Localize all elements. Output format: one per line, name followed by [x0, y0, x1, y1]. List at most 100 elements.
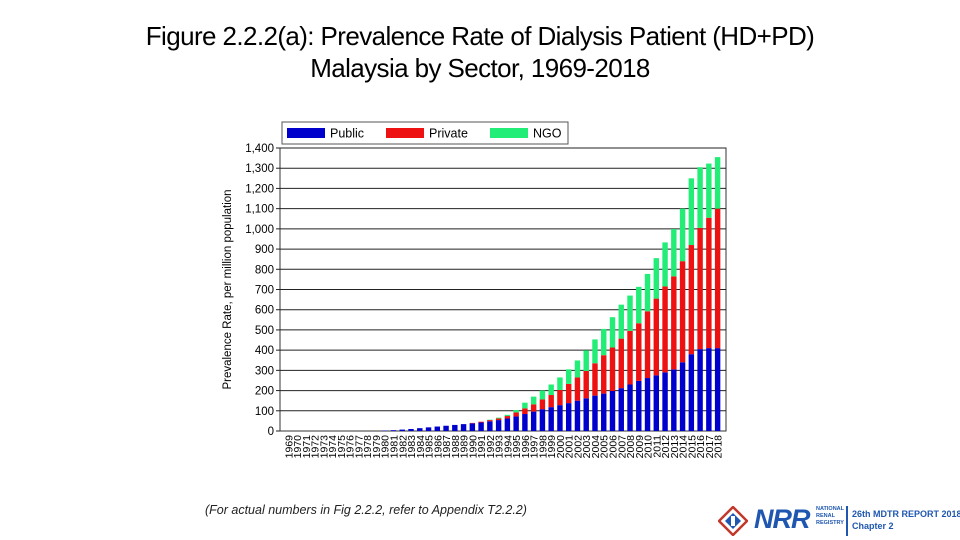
bar-ngo-2015: [688, 178, 695, 246]
x-tick-label: 2013: [669, 435, 681, 459]
report-chapter: Chapter 2: [852, 521, 894, 531]
bar-public-2012: [662, 372, 668, 431]
x-tick-label: 2002: [572, 435, 584, 459]
bar-public-1984: [417, 428, 423, 431]
bar-private-2008: [627, 330, 633, 385]
y-tick-label: 1,400: [245, 143, 274, 155]
bar-ngo-2011: [653, 258, 660, 299]
bar-private-1993: [495, 418, 502, 421]
x-tick-label: 2001: [564, 435, 576, 459]
x-tick-label: 1976: [345, 435, 357, 459]
bar-private-2006: [609, 347, 616, 391]
bar-ngo-2017: [706, 163, 712, 218]
bar-public-2013: [671, 369, 677, 431]
x-tick-label: 1991: [476, 435, 488, 459]
bar-public-1995: [513, 416, 519, 431]
x-tick-label: 1972: [310, 435, 322, 459]
bar-public-2018: [714, 348, 721, 431]
y-tick-label: 0: [268, 426, 274, 438]
x-tick-label: 1982: [397, 435, 409, 459]
y-tick-label: 300: [255, 365, 274, 377]
bar-private-2000: [557, 389, 563, 406]
x-tick-label: 1997: [529, 435, 541, 459]
bar-private-2003: [583, 370, 589, 399]
bar-ngo-2006: [609, 317, 616, 348]
bar-ngo-2001: [565, 369, 572, 384]
bar-public-2014: [679, 362, 686, 431]
bar-public-1982: [399, 429, 405, 431]
bar-public-1988: [452, 424, 458, 431]
logo-divider: [846, 506, 848, 536]
x-tick-label: 2010: [643, 435, 655, 459]
bar-ngo-2016: [697, 167, 703, 228]
bar-private-2001: [565, 383, 572, 404]
bar-public-2003: [583, 398, 589, 431]
y-tick-label: 600: [255, 305, 274, 317]
bar-public-2016: [697, 349, 703, 431]
bar-ngo-1996: [522, 402, 528, 409]
bar-private-2017: [706, 217, 712, 349]
bar-ngo-2018: [714, 157, 721, 209]
figure-title: Figure 2.2.2(a): Prevalence Rate of Dial…: [0, 20, 960, 84]
bar-public-2006: [609, 390, 616, 431]
y-tick-label: 700: [255, 285, 274, 297]
bar-public-1990: [469, 423, 476, 431]
x-tick-label: 2011: [651, 435, 663, 458]
bar-public-1997: [530, 411, 537, 431]
bar-public-1998: [539, 409, 546, 431]
bar-private-1999: [548, 395, 554, 408]
x-tick-label: 1971: [301, 435, 313, 459]
bar-public-2005: [601, 393, 607, 431]
x-tick-label: 1995: [511, 435, 523, 459]
bar-ngo-2004: [592, 339, 598, 364]
y-tick-label: 200: [255, 386, 274, 398]
appendix-caption: (For actual numbers in Fig 2.2.2, refer …: [205, 503, 527, 517]
bar-public-1991: [478, 422, 484, 431]
y-tick-label: 500: [255, 325, 274, 337]
bar-private-2004: [592, 363, 598, 396]
x-tick-label: 1996: [520, 435, 532, 459]
bar-ngo-2012: [662, 242, 668, 287]
y-axis-label: Prevalence Rate, per million population: [222, 189, 234, 389]
bar-private-1995: [513, 412, 519, 417]
bar-private-1994: [504, 416, 511, 419]
bar-private-1997: [530, 404, 537, 412]
bar-public-1985: [425, 427, 432, 431]
y-tick-label: 900: [255, 244, 274, 256]
legend-swatch-ngo: [490, 128, 528, 138]
bar-ngo-2007: [618, 304, 624, 339]
bar-private-2005: [601, 355, 607, 394]
x-tick-label: 1973: [318, 435, 330, 459]
bar-ngo-1994: [504, 414, 511, 417]
y-tick-label: 800: [255, 264, 274, 276]
bar-private-1992: [487, 420, 493, 422]
legend-swatch-public: [287, 128, 325, 138]
y-tick-label: 1,000: [245, 224, 274, 236]
bar-private-2016: [697, 227, 703, 350]
x-tick-label: 1986: [432, 435, 444, 459]
x-tick-label: 2009: [634, 435, 646, 459]
bar-private-2013: [671, 276, 677, 370]
bar-ngo-2008: [627, 295, 633, 331]
bar-ngo-1999: [548, 384, 554, 396]
bar-ngo-1997: [530, 396, 537, 405]
bar-public-2008: [627, 384, 633, 431]
x-tick-label: 2016: [695, 435, 707, 459]
x-tick-label: 1998: [537, 435, 549, 459]
legend-label-private: Private: [429, 127, 468, 141]
bar-ngo-2002: [574, 360, 581, 378]
x-tick-label: 2000: [555, 435, 567, 459]
bar-ngo-2009: [636, 286, 642, 324]
x-tick-label: 1969: [283, 435, 295, 459]
bar-public-1987: [443, 425, 449, 431]
bar-private-2009: [636, 323, 642, 381]
figure-title-line2: Malaysia by Sector, 1969-2018: [310, 53, 650, 83]
x-tick-label: 1975: [336, 435, 348, 459]
bar-public-1992: [487, 421, 493, 431]
y-tick-label: 1,100: [245, 204, 274, 216]
x-tick-label: 1978: [362, 435, 374, 459]
figure-title-line1: Figure 2.2.2(a): Prevalence Rate of Dial…: [145, 21, 815, 51]
bar-ngo-2005: [601, 328, 607, 356]
legend-swatch-private: [386, 128, 424, 138]
bar-private-2014: [679, 261, 686, 363]
